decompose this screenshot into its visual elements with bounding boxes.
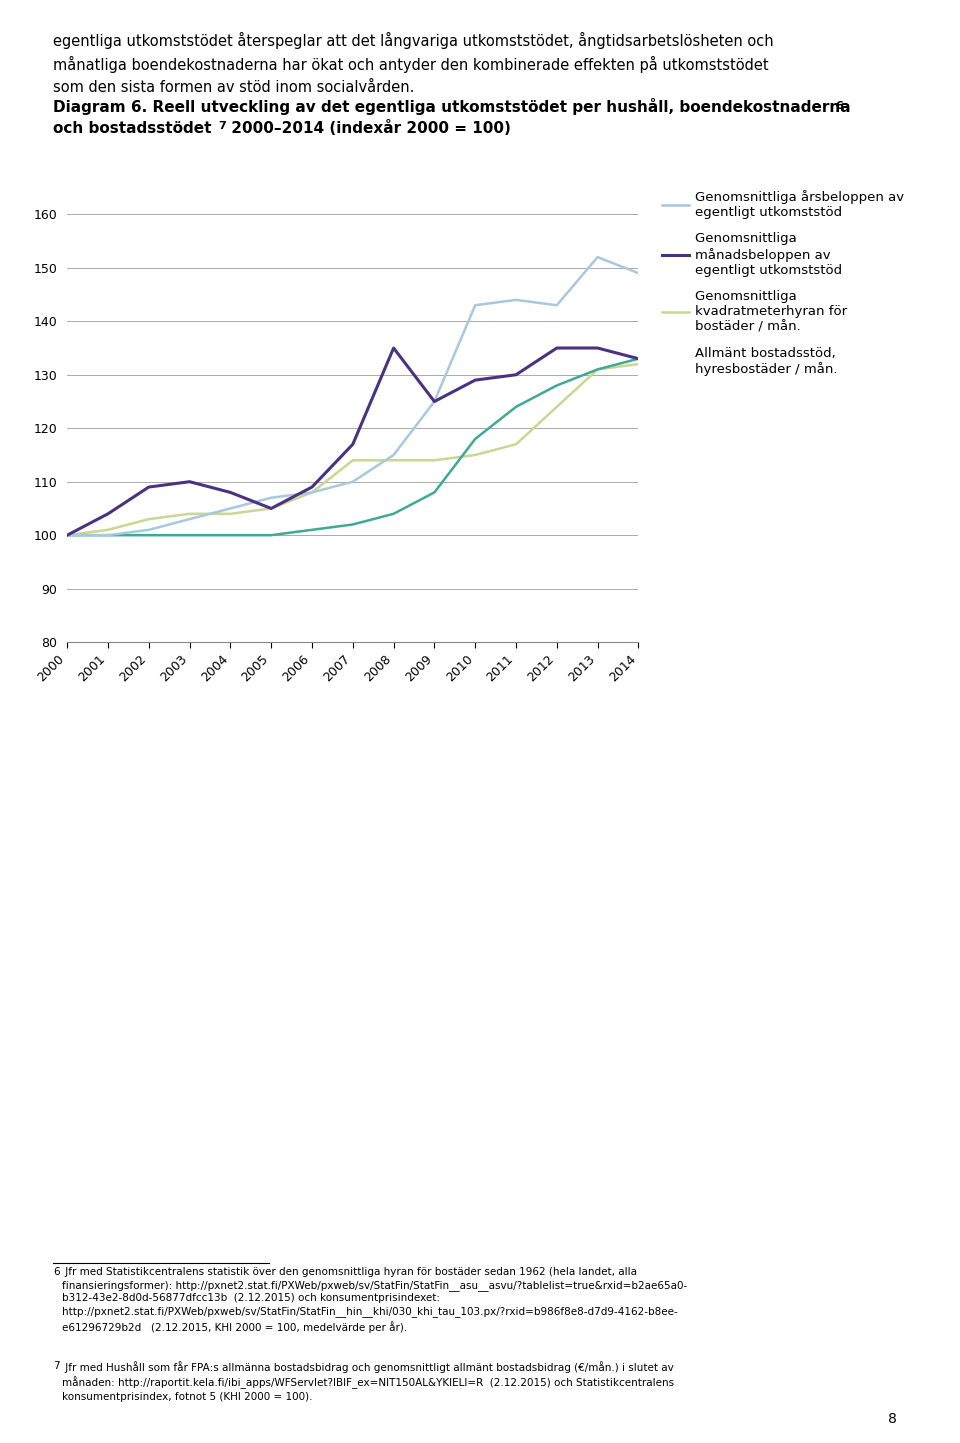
Text: 2000–2014 (indexår 2000 = 100): 2000–2014 (indexår 2000 = 100)	[226, 120, 511, 136]
Text: 6: 6	[835, 101, 843, 111]
Text: och bostadsstödet: och bostadsstödet	[53, 121, 211, 136]
Legend: Genomsnittliga årsbeloppen av 
egentligt utkomststöd, Genomsnittliga 
månadsbelo: Genomsnittliga årsbeloppen av egentligt …	[662, 189, 908, 377]
Text: 6: 6	[53, 1267, 60, 1277]
Text: 7: 7	[53, 1361, 60, 1371]
Text: egentliga utkomststödet återspeglar att det långvariga utkomststödet, ångtidsarb: egentliga utkomststödet återspeglar att …	[53, 32, 774, 95]
Text: Diagram 6. Reell utveckling av det egentliga utkomststödet per hushåll, boendeko: Diagram 6. Reell utveckling av det egent…	[53, 98, 851, 115]
Text: Jfr med Hushåll som får FPA:s allmänna bostadsbidrag och genomsnittligt allmänt : Jfr med Hushåll som får FPA:s allmänna b…	[62, 1361, 675, 1401]
Text: 7: 7	[218, 121, 226, 131]
Text: 8: 8	[888, 1411, 898, 1426]
Text: Jfr med Statistikcentralens statistik över den genomsnittliga hyran för bostäder: Jfr med Statistikcentralens statistik öv…	[62, 1267, 687, 1332]
